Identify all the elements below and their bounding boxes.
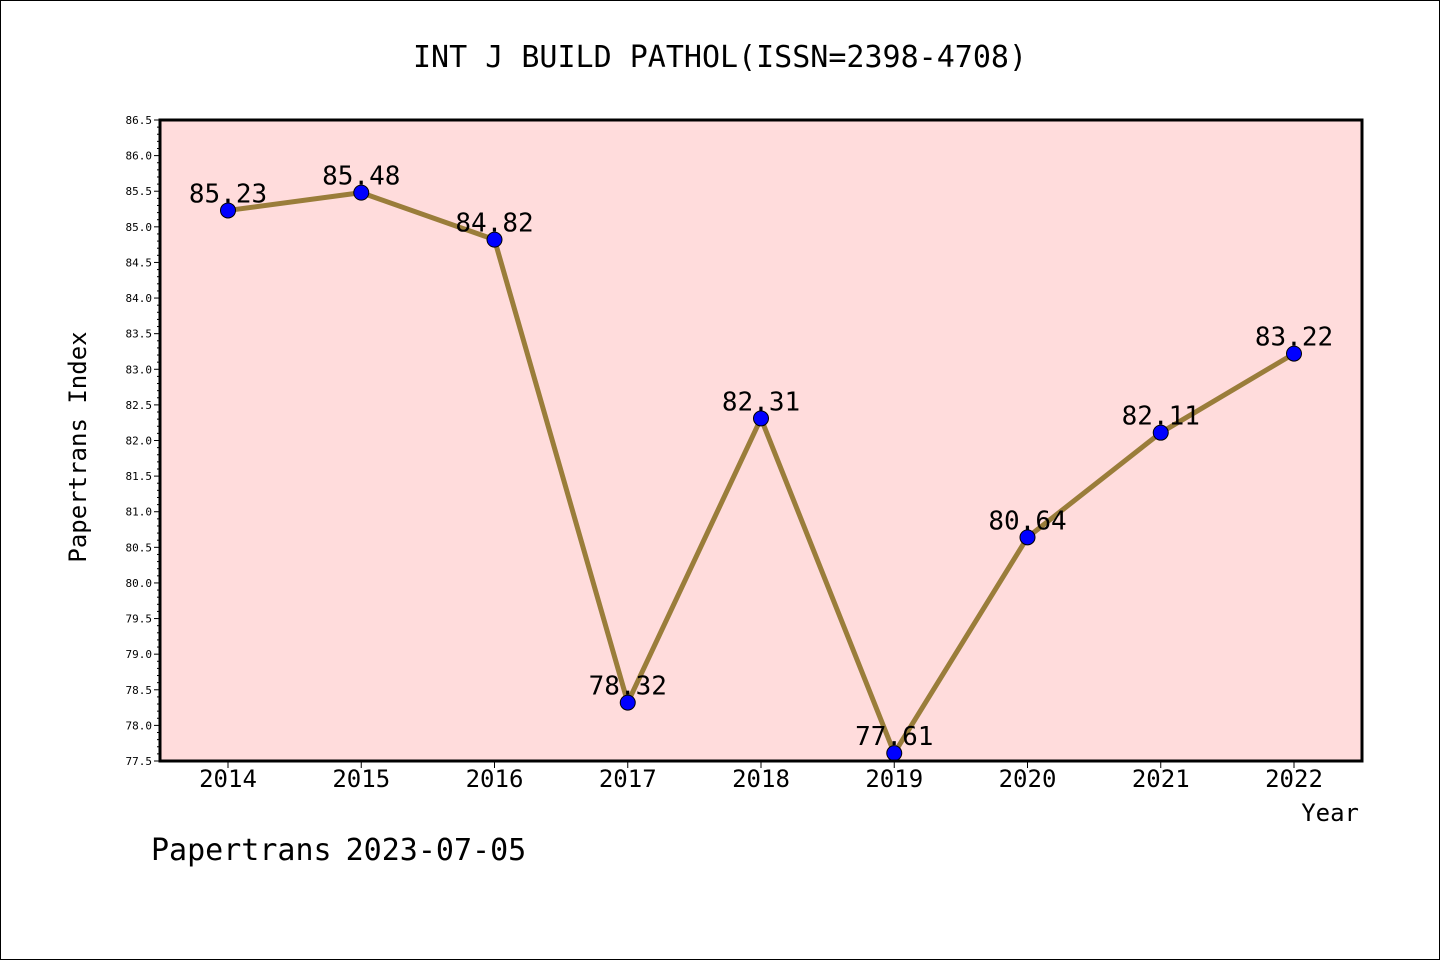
y-tick-label-5: 80.0	[126, 577, 153, 590]
data-label-3: 78.32	[589, 672, 667, 702]
y-tick-label-17: 86.0	[126, 150, 153, 163]
y-tick-label-2: 78.5	[126, 684, 153, 697]
x-tick-label-0: 2014	[199, 765, 257, 793]
data-label-0: 85.23	[189, 179, 267, 209]
y-tick-label-7: 81.0	[126, 506, 153, 519]
data-point-1	[353, 184, 370, 201]
x-axis-label: Year	[1301, 799, 1359, 827]
y-tick-label-1: 78.0	[126, 719, 153, 732]
y-tick-label-11: 83.0	[126, 363, 153, 376]
x-tick-label-8: 2022	[1265, 765, 1323, 793]
data-label-6: 80.64	[988, 506, 1066, 536]
plot-area	[160, 120, 1362, 761]
x-tick-label-2: 2016	[466, 765, 524, 793]
data-label-2: 84.82	[455, 209, 533, 239]
x-tick-label-6: 2020	[999, 765, 1057, 793]
data-point-8	[1286, 345, 1302, 362]
y-tick-label-12: 83.5	[126, 328, 153, 341]
data-label-5: 77.61	[855, 722, 933, 752]
x-tick-label-5: 2019	[865, 765, 923, 793]
x-axis: 2014 2015 2016 2017 2018 2019 2020 2021 2022	[199, 761, 1323, 793]
y-tick-label-15: 85.0	[126, 221, 153, 234]
data-label-7: 82.11	[1122, 402, 1200, 432]
footer-date: 2023-07-05	[345, 833, 527, 868]
footer-note: Papertrans 2023-07-05	[151, 833, 540, 868]
x-tick-label-3: 2017	[599, 765, 657, 793]
data-point-2	[486, 231, 503, 248]
y-tick-label-10: 82.5	[126, 399, 153, 412]
y-tick-label-0: 77.5	[126, 755, 153, 768]
y-tick-label-8: 81.5	[126, 470, 153, 483]
data-point-4	[753, 410, 769, 427]
chart-title: INT J BUILD PATHOL(ISSN=2398-4708)	[413, 40, 1027, 75]
data-point-7	[1152, 424, 1169, 441]
y-tick-label-4: 79.5	[126, 613, 153, 626]
data-point-0	[220, 202, 236, 219]
y-tick-label-6: 80.5	[126, 541, 153, 554]
data-point-6	[1019, 529, 1036, 546]
y-tick-label-16: 85.5	[126, 185, 153, 198]
data-label-8: 83.22	[1255, 323, 1333, 353]
plot-frame	[158, 118, 1364, 763]
series-markers	[220, 184, 1302, 762]
y-tick-label-14: 84.5	[126, 256, 153, 269]
y-tick-label-9: 82.0	[126, 435, 153, 448]
y-tick-label-13: 84.0	[126, 292, 153, 305]
x-tick-label-7: 2021	[1132, 765, 1190, 793]
footer-brand: Papertrans	[151, 833, 332, 868]
x-tick-label-1: 2015	[332, 765, 390, 793]
data-labels: 85.23 85.48 84.82 78.32 82.31 77.61 80.64 82.11…	[189, 162, 1333, 753]
data-point-3	[619, 694, 636, 711]
y-tick-label-3: 79.0	[126, 648, 153, 661]
y-axis-label: Papertrans Index	[64, 331, 92, 562]
x-tick-label-4: 2018	[732, 765, 790, 793]
data-label-1: 85.48	[322, 162, 400, 192]
y-tick-label-18: 86.5	[126, 114, 153, 127]
y-axis: 77.5 78.0 78.5 79.0 79.5 80.0 80.5 81.0 81.5 82.0…	[126, 114, 160, 768]
data-label-4: 82.31	[722, 387, 800, 417]
